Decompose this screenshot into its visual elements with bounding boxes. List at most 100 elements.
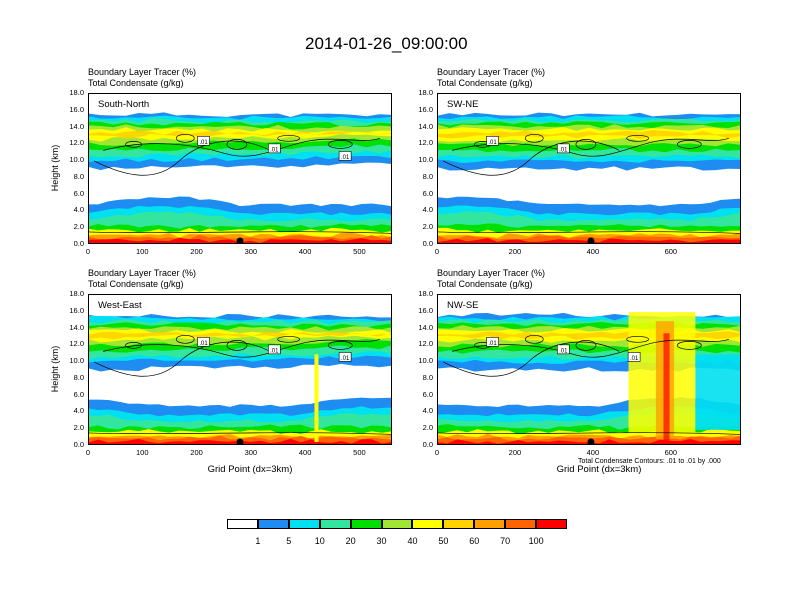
x-tick-label: 0 (434, 448, 440, 457)
contour-label: .01 (557, 344, 570, 354)
y-tick-label: 2.0 (73, 423, 84, 433)
colorbar (227, 519, 567, 529)
y-tick-label: 10.0 (418, 356, 433, 366)
x-tick-label: 500 (353, 247, 366, 256)
x-tick-label: 0 (434, 247, 440, 256)
svg-text:.01: .01 (488, 341, 497, 347)
region-label: SW-NE (447, 99, 479, 110)
panel-plot-0: .01 .01 .01 (88, 93, 392, 244)
x-axis-label: Grid Point (dx=3km) (556, 464, 642, 475)
y-tick-label: 12.0 (69, 339, 84, 349)
y-tick-label: 18.0 (418, 289, 433, 298)
y-tick-label: 4.0 (422, 406, 433, 416)
y-tick-label: 6.0 (73, 389, 84, 399)
y-tick-label: 12.0 (418, 339, 433, 349)
x-tick-label: 500 (353, 448, 366, 457)
x-tick-label: 100 (136, 247, 149, 256)
panel-title-line1: Boundary Layer Tracer (%) (437, 67, 546, 77)
y-tick-label: 14.0 (418, 121, 433, 131)
panel-title-line2: Total Condensate (g/kg) (437, 78, 533, 88)
y-tick-label: 2.0 (422, 423, 433, 433)
x-tick-label: 400 (586, 247, 600, 256)
colorbar-label: 1 (255, 536, 261, 546)
svg-text:.01: .01 (199, 341, 208, 347)
y-axis-label: Height (km) (50, 144, 60, 191)
y-tick-label: 8.0 (422, 372, 433, 382)
panel-title-line2: Total Condensate (g/kg) (437, 279, 533, 289)
svg-text:.01: .01 (559, 147, 568, 153)
site-marker (587, 237, 595, 244)
svg-text:.01: .01 (341, 356, 350, 362)
y-tick-label: 2.0 (73, 222, 84, 232)
svg-text:.01: .01 (341, 155, 350, 161)
y-tick-label: 0.0 (73, 440, 84, 449)
y-tick-label: 2.0 (422, 222, 433, 232)
y-tick-label: 12.0 (418, 138, 433, 148)
y-tick-label: 16.0 (69, 305, 84, 315)
x-tick-label: 200 (190, 247, 203, 256)
x-tick-label: 400 (298, 448, 312, 457)
y-tick-label: 8.0 (73, 372, 84, 382)
contour-label: .01 (557, 143, 570, 153)
colorbar-label: 100 (528, 536, 544, 546)
x-tick-label: 200 (190, 448, 203, 457)
x-tick-label: 100 (136, 448, 149, 457)
colorbar-label: 50 (438, 536, 449, 546)
y-tick-label: 14.0 (69, 322, 84, 332)
region-label: NW-SE (447, 300, 479, 311)
colorbar-swatch (227, 519, 258, 529)
panel-title-line2: Total Condensate (g/kg) (88, 279, 184, 289)
region-label: West-East (98, 300, 142, 311)
contour-label: .01 (268, 344, 281, 354)
x-tick-label: 200 (508, 247, 522, 256)
y-tick-label: 16.0 (418, 104, 433, 114)
svg-text:.01: .01 (199, 140, 208, 146)
y-tick-label: 10.0 (69, 155, 84, 165)
y-tick-label: 18.0 (69, 289, 84, 298)
colorbar-swatch (257, 519, 289, 529)
contour-label: .01 (338, 352, 352, 362)
colorbar-swatch (288, 519, 320, 529)
colorbar-swatch (505, 519, 537, 529)
site-marker (236, 237, 244, 244)
y-tick-label: 14.0 (69, 121, 84, 131)
panel-plot-3: .01 .01 .01 (437, 294, 741, 445)
contour-label: .01 (197, 337, 210, 347)
svg-text:.01: .01 (488, 140, 497, 146)
y-tick-label: 6.0 (422, 389, 433, 399)
svg-text:.01: .01 (559, 348, 568, 354)
x-tick-label: 0 (85, 448, 91, 457)
y-tick-label: 4.0 (422, 205, 433, 215)
panel-title-line2: Total Condensate (g/kg) (88, 78, 184, 88)
y-tick-label: 18.0 (418, 88, 433, 97)
panel-title-line1: Boundary Layer Tracer (%) (88, 268, 197, 278)
y-tick-label: 4.0 (73, 406, 84, 416)
y-tick-label: 8.0 (73, 171, 84, 181)
colorbar-swatch (350, 519, 382, 529)
y-tick-label: 16.0 (418, 305, 433, 315)
y-tick-label: 12.0 (69, 138, 84, 148)
x-tick-label: 600 (664, 247, 678, 256)
colorbar-label: 5 (286, 536, 292, 546)
contour-label: .01 (486, 136, 499, 146)
colorbar-swatch (319, 519, 351, 529)
y-tick-label: 0.0 (422, 239, 433, 248)
colorbar-label: 70 (500, 536, 511, 546)
x-tick-label: 600 (664, 448, 678, 457)
y-tick-label: 8.0 (422, 171, 433, 181)
svg-text:.01: .01 (630, 356, 639, 362)
colorbar-label: 10 (314, 536, 325, 546)
svg-text:.01: .01 (270, 348, 279, 354)
x-tick-label: 0 (85, 247, 91, 256)
x-tick-label: 200 (508, 448, 522, 457)
colorbar-swatch (381, 519, 413, 529)
y-axis-label: Height (km) (50, 345, 60, 392)
figure-title: 2014-01-26_09:00:00 (305, 34, 468, 53)
colorbar-label: 40 (407, 536, 418, 546)
panel-plot-2: .01 .01 .01 (88, 294, 392, 445)
y-tick-label: 18.0 (69, 88, 84, 97)
y-tick-label: 6.0 (73, 188, 84, 198)
colorbar-swatch (412, 519, 444, 529)
x-tick-label: 300 (244, 448, 258, 457)
site-marker (587, 438, 595, 445)
